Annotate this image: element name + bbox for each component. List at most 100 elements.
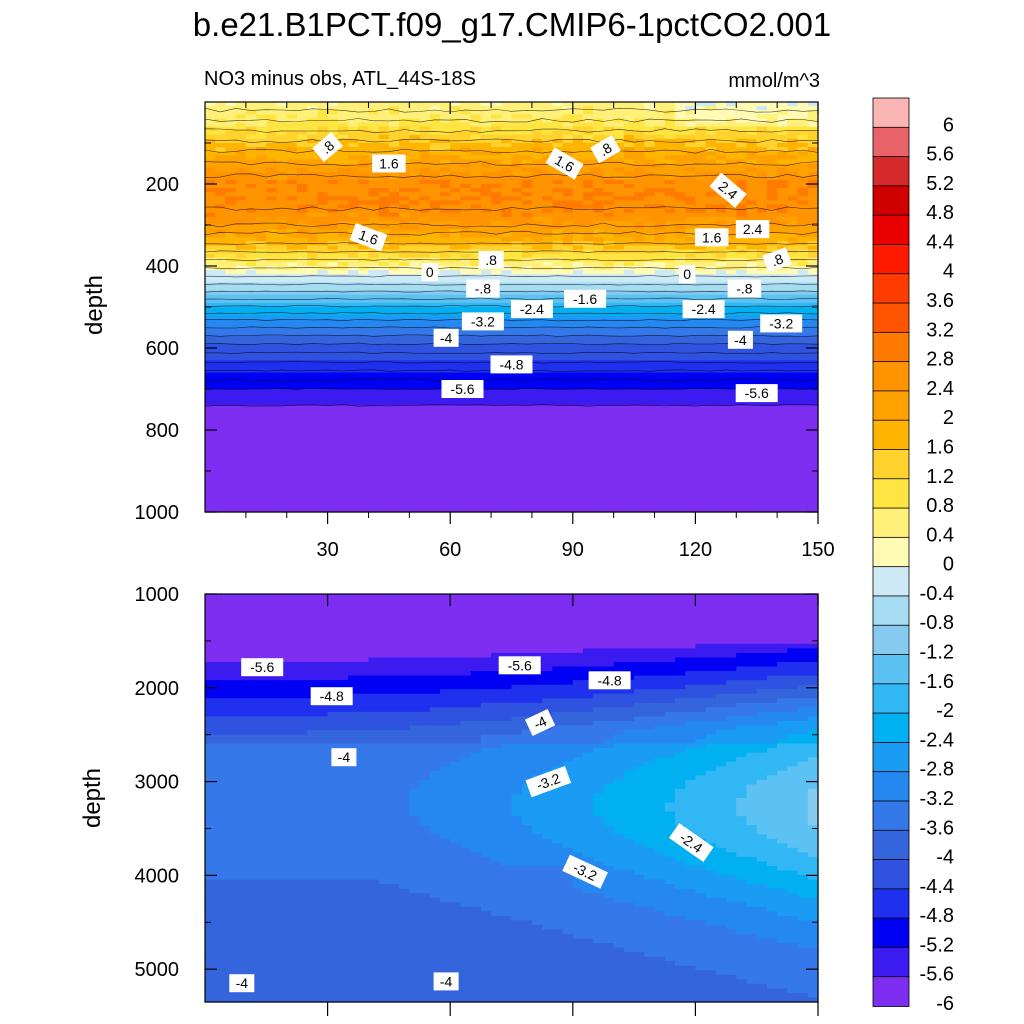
upper-contour-cell [583,245,594,251]
upper-contour-cell [797,372,809,378]
upper-contour-cell [756,167,768,173]
upper-contour-cell [777,421,788,427]
upper-contour-cell [470,245,482,251]
upper-contour-cell [644,409,656,415]
upper-contour-cell [205,110,216,115]
upper-contour-cell [225,188,237,193]
upper-contour-cell [623,409,635,415]
upper-contour-cell [501,151,513,156]
upper-contour-cell [685,216,696,222]
upper-contour-cell [531,270,543,275]
upper-contour-cell [623,245,635,251]
upper-contour-cell [419,257,431,263]
upper-contour-cell [276,442,288,447]
upper-contour-cell [756,204,768,210]
upper-contour-cell [644,380,656,386]
upper-contour-cell [562,323,574,329]
upper-contour-cell [572,360,584,365]
upper-contour-cell [705,393,717,398]
upper-contour-cell [460,376,472,382]
upper-contour-cell [705,364,717,370]
upper-contour-cell [562,397,574,402]
upper-contour-cell [450,372,462,378]
upper-contour-cell [542,102,553,107]
upper-contour-cell [766,212,778,218]
upper-contour-cell [317,323,329,329]
upper-contour-cell [715,331,727,337]
upper-contour-cell [521,397,533,402]
upper-contour-cell [276,372,288,378]
upper-contour-cell [419,286,431,292]
upper-contour-cell [409,257,421,263]
upper-contour-cell [429,114,441,119]
upper-contour-cell [480,360,492,365]
upper-contour-cell [654,389,666,394]
upper-contour-cell [450,307,462,312]
upper-contour-cell [777,270,788,275]
upper-contour-cell [205,130,216,136]
upper-contour-cell [337,151,349,156]
upper-contour-cell [746,253,758,259]
upper-contour-cell [756,425,768,431]
upper-contour-cell [674,143,686,148]
upper-contour-cell [368,331,380,337]
upper-contour-cell [256,155,267,160]
upper-contour-cell [511,106,523,111]
upper-contour-cell [409,335,421,341]
upper-contour-cell [337,274,349,279]
upper-contour-cell [726,434,737,439]
upper-contour-cell [644,282,656,288]
upper-contour-cell [644,143,656,148]
upper-contour-cell [695,434,707,439]
upper-contour-cell [664,237,676,242]
upper-contour-cell [715,216,727,222]
upper-contour-cell [439,171,451,177]
upper-contour-cell [797,159,809,165]
upper-contour-cell [746,138,758,144]
upper-contour-cell [807,229,819,234]
upper-contour-cell [685,417,696,423]
upper-contour-cell [685,192,696,197]
upper-contour-cell [797,163,809,169]
upper-contour-cell [439,147,451,152]
upper-contour-cell [388,319,400,324]
upper-contour-cell [327,442,339,447]
upper-contour-cell [552,237,564,242]
upper-contour-cell [531,220,543,226]
upper-contour-cell [439,130,451,136]
upper-contour-cell [296,442,308,447]
upper-contour-cell [286,200,298,206]
upper-contour-cell [286,393,298,398]
upper-contour-cell [613,196,625,201]
upper-contour-cell [235,442,247,447]
upper-contour-cell [317,298,329,304]
upper-contour-cell [766,364,778,370]
upper-contour-cell [777,376,788,382]
upper-contour-cell [245,266,257,271]
upper-contour-cell [307,200,318,206]
upper-contour-cell [787,302,799,308]
upper-contour-cell [215,442,227,447]
upper-contour-cell [634,315,645,320]
upper-contour-cell [674,323,686,329]
upper-contour-cell [296,155,308,160]
upper-contour-cell [327,208,339,214]
upper-contour-cell [766,356,778,361]
upper-contour-cell [409,208,421,214]
upper-contour-cell [583,413,594,419]
upper-contour-cell [266,134,278,140]
upper-contour-cell [542,278,553,283]
upper-contour-cell [603,163,615,169]
upper-contour-cell [409,184,421,189]
upper-contour-cell [695,339,707,345]
upper-contour-cell [317,163,329,169]
upper-contour-cell [409,204,421,210]
upper-contour-cell [399,278,410,283]
upper-contour-cell [787,196,799,201]
upper-contour-cell [296,110,308,115]
upper-contour-cell [307,442,318,447]
upper-contour-cell [644,114,656,119]
upper-contour-cell [491,196,502,201]
upper-contour-cell [511,286,523,292]
upper-contour-cell [572,331,584,337]
